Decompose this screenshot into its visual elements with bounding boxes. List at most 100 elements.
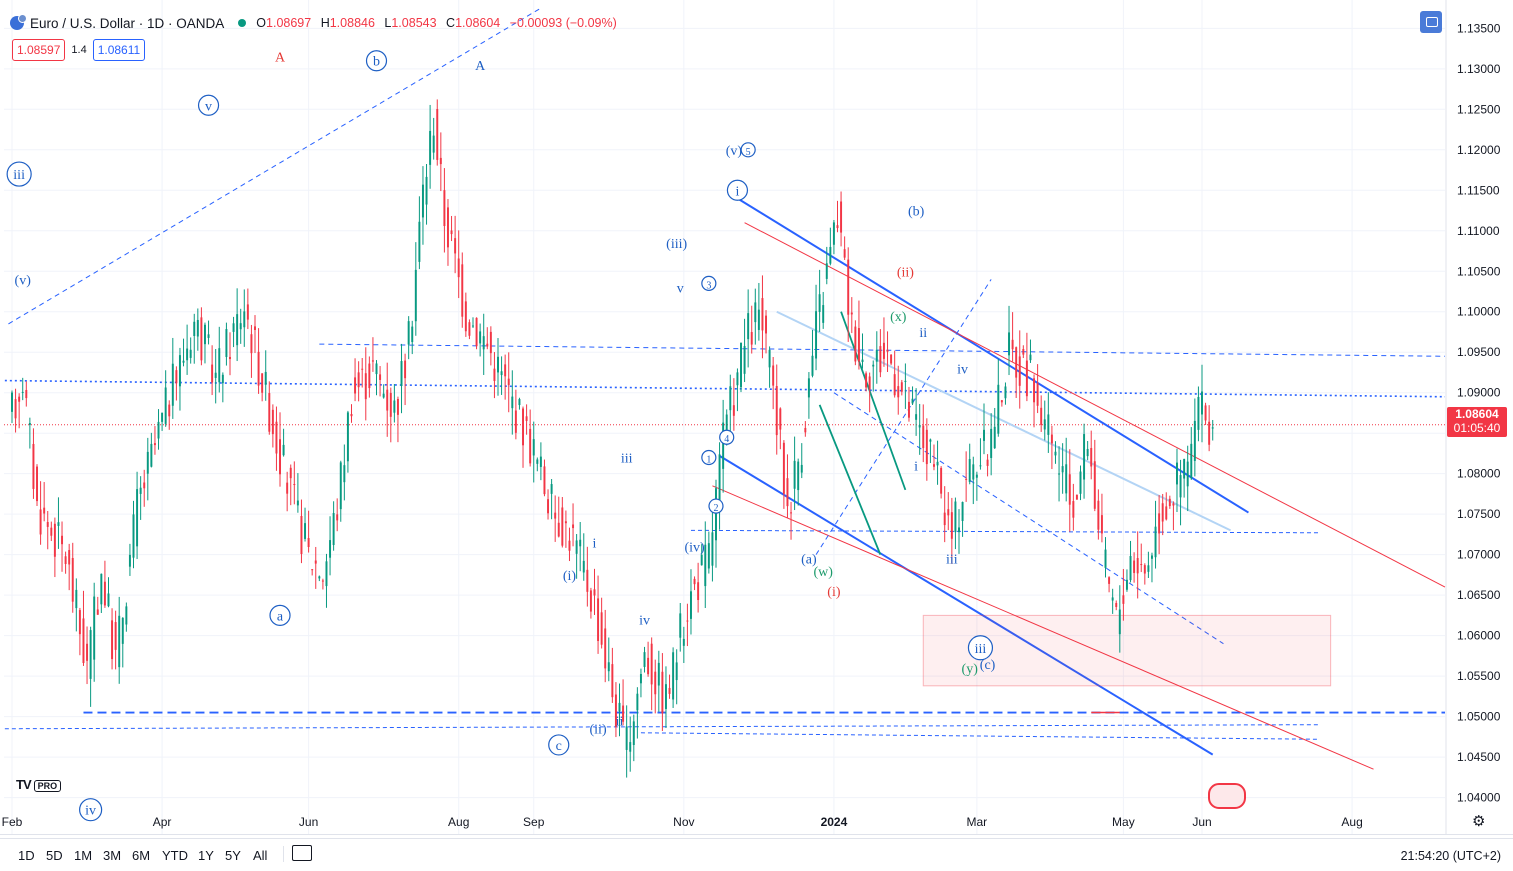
candle-body [811, 355, 814, 376]
wave-label: (a) [801, 553, 817, 568]
candle-body [46, 522, 49, 527]
candle-body [1175, 462, 1178, 485]
candle-body [64, 556, 67, 565]
candle-body [75, 589, 78, 609]
candle-body [529, 428, 532, 464]
candle-body [1150, 555, 1153, 559]
timeframe-1y-button[interactable]: 1Y [198, 848, 214, 863]
candle-body [1108, 577, 1111, 584]
timeframe-1d-button[interactable]: 1D [18, 848, 35, 863]
candle-body [436, 109, 439, 160]
candle-body [950, 512, 953, 539]
candle-body [1168, 498, 1171, 507]
candle-body [139, 487, 142, 494]
candle-body [775, 386, 778, 436]
candle-body [446, 207, 449, 248]
timeframe-5y-button[interactable]: 5Y [225, 848, 241, 863]
candle-body [622, 705, 625, 722]
candle-body [1100, 515, 1103, 534]
wave-label: (v) [15, 273, 32, 288]
clock-timezone[interactable]: 21:54:20 (UTC+2) [1400, 849, 1501, 863]
wave-label: (iii) [666, 237, 687, 252]
candle-body [404, 360, 407, 379]
settings-icon[interactable]: ⚙ [1472, 813, 1486, 830]
ohlc-high-key: H [320, 16, 330, 30]
candle-body [886, 349, 889, 352]
wave-label: (ii) [590, 723, 607, 738]
buy-price-button[interactable]: 1.08611 [92, 39, 146, 61]
wave-label: ii [919, 326, 927, 341]
symbol-legend[interactable]: Euro / U.S. Dollar · 1D · OANDA O1.08697… [10, 13, 623, 33]
channel-light [776, 310, 1232, 532]
candle-body [990, 428, 993, 458]
candle-body [375, 363, 378, 375]
candle-body [958, 527, 960, 533]
candle-body [114, 622, 117, 650]
candle-body [243, 311, 246, 328]
channel-lower-blue [719, 455, 1214, 756]
candle-body [561, 507, 564, 546]
candle-body [743, 346, 746, 374]
price-tick-label: 1.13000 [1457, 62, 1501, 76]
candle-body [225, 329, 228, 357]
candle-body [393, 400, 396, 413]
candle-body [1158, 513, 1161, 534]
candle-body [32, 443, 35, 489]
resistance-dashed [319, 343, 1446, 357]
candle-body [479, 331, 482, 344]
wave-label-circle [740, 142, 756, 158]
price-tick-label: 1.12500 [1457, 102, 1501, 116]
timeframe-ytd-button[interactable]: YTD [162, 848, 188, 863]
timeframe-6m-button[interactable]: 6M [132, 848, 151, 863]
time-tick-label: Sep [523, 815, 545, 829]
candle-body [1136, 558, 1139, 574]
candle-body [779, 408, 782, 430]
wave-label: 1 [706, 454, 711, 465]
candle-body [371, 360, 374, 362]
candle-body [689, 591, 692, 619]
candle-body [1208, 421, 1211, 445]
candle-body [1172, 503, 1175, 506]
time-tick-label: Mar [967, 815, 988, 829]
tradingview-logo[interactable]: TV PRO [16, 777, 62, 792]
support-dashed [4, 724, 1320, 730]
sell-price-button[interactable]: 1.08597 [12, 39, 66, 61]
candle-body [679, 613, 682, 638]
candle-body [1165, 506, 1168, 520]
price-tick-label: 1.13500 [1457, 21, 1501, 35]
candle-body [50, 527, 53, 536]
candle-body [975, 474, 978, 478]
timeframe-5d-button[interactable]: 5D [46, 848, 63, 863]
candle-body [800, 464, 803, 473]
symbol-title[interactable]: Euro / U.S. Dollar · 1D · OANDA [30, 15, 225, 31]
timeframe-all-button[interactable]: All [253, 848, 268, 863]
candle-body [25, 389, 28, 399]
candle-body [1147, 565, 1150, 572]
candle-body [71, 558, 74, 602]
candle-body [761, 298, 764, 331]
candle-body [468, 322, 471, 336]
fullscreen-icon[interactable] [1420, 11, 1442, 33]
candle-body [239, 323, 242, 330]
candle-body [1193, 420, 1196, 461]
candle-body [947, 509, 950, 516]
candle-body [457, 258, 460, 278]
candle-body [693, 578, 696, 585]
candle-body [875, 349, 878, 362]
us-flag-icon[interactable] [1208, 783, 1246, 809]
candle-body [96, 609, 99, 615]
wave-label-circle [726, 179, 749, 201]
candle-body [618, 702, 621, 712]
candle-body [132, 514, 135, 558]
candle-body [782, 442, 785, 494]
candle-body [321, 580, 324, 582]
candle-body [1133, 560, 1136, 573]
timeframe-3m-button[interactable]: 3M [103, 848, 122, 863]
candle-body [704, 544, 707, 587]
candle-body [915, 414, 918, 420]
candle-body [843, 249, 846, 258]
candle-body [1111, 597, 1114, 601]
calendar-icon[interactable] [292, 845, 312, 861]
timeframe-1m-button[interactable]: 1M [74, 848, 93, 863]
